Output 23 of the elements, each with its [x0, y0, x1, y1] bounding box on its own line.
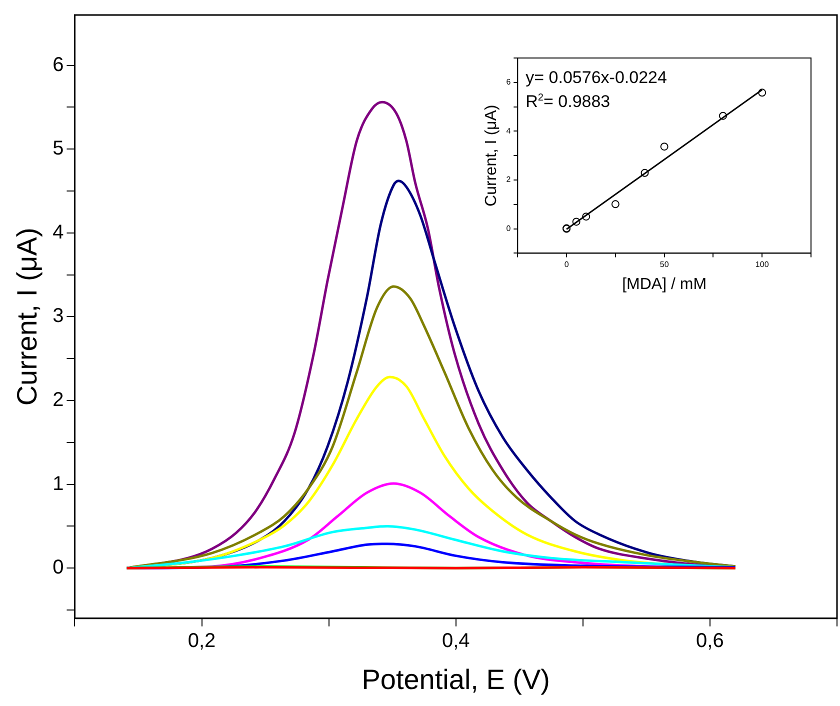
x-tick-label: 0,6 — [696, 630, 724, 652]
x-tick-label: 0,4 — [442, 630, 470, 652]
y-tick-label: 0 — [506, 224, 512, 234]
y-tick-label: 3 — [52, 305, 64, 328]
annotation: R$^{2}$= 0.9883 — [526, 92, 610, 112]
x-tick-label: 100 — [755, 260, 770, 270]
y-tick-label: 5 — [52, 138, 64, 160]
x-tick-label: 0,2 — [188, 630, 216, 652]
x-tick-label: 0 — [564, 260, 570, 270]
y-tick-label: 4 — [506, 126, 512, 136]
y-tick-label: 6 — [52, 54, 64, 76]
y-tick-label: 2 — [52, 389, 64, 412]
y-tick-label: 2 — [506, 175, 512, 184]
annotation: y= 0.0576x-0.0224 — [526, 68, 667, 88]
y-tick-label: 6 — [506, 78, 512, 87]
x-axis-title: [MDA] / mM — [622, 276, 707, 293]
y-axis-title: Current, I (μA) — [12, 228, 43, 406]
y-tick-label: 0 — [52, 556, 64, 579]
y-tick-label: 1 — [52, 472, 64, 495]
x-axis-title: Potential, E (V) — [362, 664, 550, 695]
y-tick-label: 4 — [52, 221, 64, 244]
y-axis-title: Current, I (μA) — [483, 104, 500, 206]
x-tick-label: 50 — [660, 260, 670, 270]
